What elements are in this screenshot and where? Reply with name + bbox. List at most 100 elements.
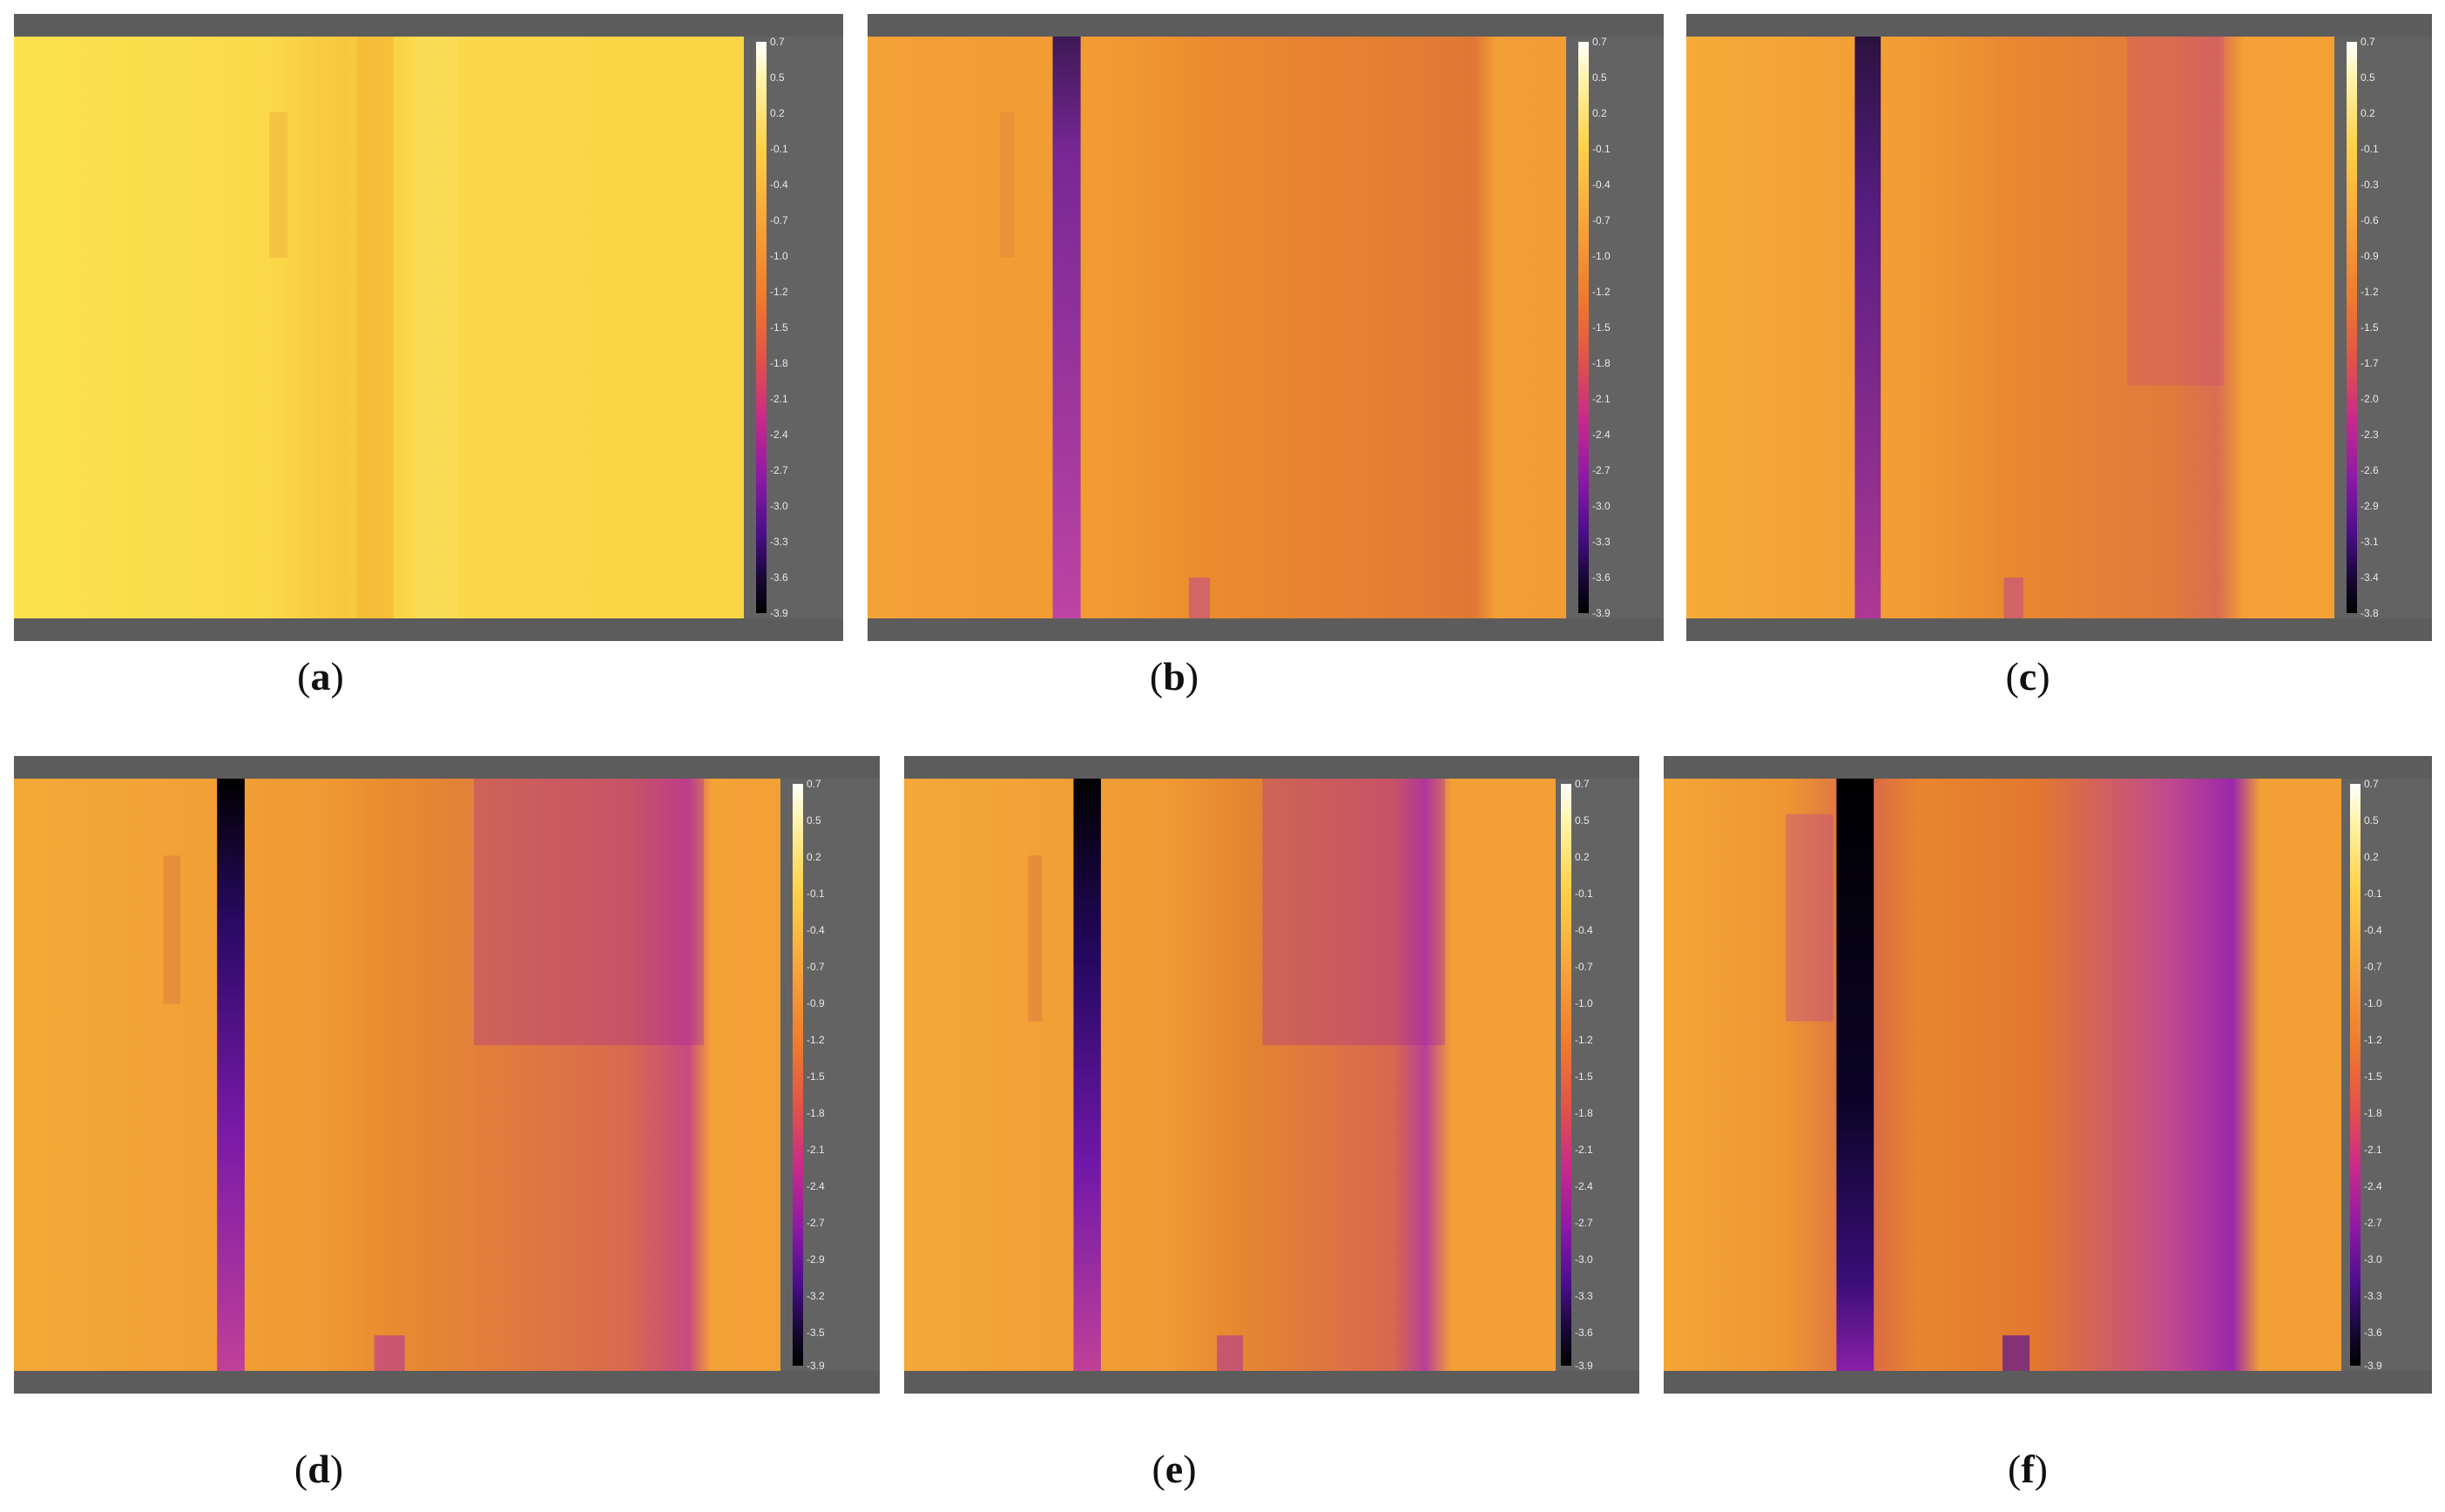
tick: -2.4 <box>1592 429 1611 441</box>
tick: -0.1 <box>770 143 788 155</box>
tick: -2.0 <box>2361 393 2379 405</box>
tick: -2.1 <box>807 1144 825 1156</box>
tick: -3.6 <box>2364 1326 2382 1339</box>
tick: -3.8 <box>2361 607 2379 619</box>
thermal-panel-a: 0.7 0.5 0.2 -0.1 -0.4 -0.7 -1.0 -1.2 -1.… <box>14 14 843 641</box>
tick: -1.5 <box>807 1070 825 1083</box>
tick: -1.5 <box>770 321 788 334</box>
tick: -0.4 <box>770 179 788 191</box>
tick: -0.4 <box>807 924 825 936</box>
colorbar-a <box>756 42 767 613</box>
colorbar-ticks-f: 0.7 0.5 0.2 -0.1 -0.4 -0.7 -1.0 -1.2 -1.… <box>2364 779 2430 1371</box>
thermal-image-a <box>14 37 744 618</box>
thermal-image-c <box>1686 37 2334 618</box>
panel-label-b: (b) <box>1149 654 1199 699</box>
tick: -3.6 <box>1592 571 1611 584</box>
tick: -2.4 <box>807 1180 825 1192</box>
colorbar-ticks-d: 0.7 0.5 0.2 -0.1 -0.4 -0.7 -0.9 -1.2 -1.… <box>807 779 876 1371</box>
tick: -1.8 <box>1592 357 1611 369</box>
panel-label-d: (d) <box>294 1447 344 1491</box>
tick: -1.0 <box>2364 997 2382 1009</box>
tick: -2.7 <box>1575 1217 1593 1229</box>
tick: -2.4 <box>2364 1180 2382 1192</box>
tick: 0.7 <box>1575 778 1590 790</box>
panel-label-c: (c) <box>2005 654 2050 699</box>
tick: 0.2 <box>1592 107 1607 119</box>
tick: -3.2 <box>807 1290 825 1302</box>
tick: -3.3 <box>2364 1290 2382 1302</box>
tick: -2.4 <box>770 429 788 441</box>
tick: -0.7 <box>807 961 825 973</box>
tick: -0.1 <box>2364 888 2382 900</box>
panel-label-a: (a) <box>297 654 344 699</box>
colorbar-ticks-c: 0.7 0.5 0.2 -0.1 -0.3 -0.6 -0.9 -1.2 -1.… <box>2361 37 2430 618</box>
thermal-panel-e: 0.7 0.5 0.2 -0.1 -0.4 -0.7 -1.0 -1.2 -1.… <box>904 756 1639 1394</box>
tick: -1.2 <box>1592 286 1611 298</box>
tick: -3.0 <box>1575 1253 1593 1266</box>
tick: -1.5 <box>1592 321 1611 334</box>
tick: -0.7 <box>1592 214 1611 226</box>
tick: -0.4 <box>1575 924 1593 936</box>
tick: -2.9 <box>807 1253 825 1266</box>
colorbar-b <box>1578 42 1589 613</box>
tick: -1.0 <box>1575 997 1593 1009</box>
thermal-panel-f: 0.7 0.5 0.2 -0.1 -0.4 -0.7 -1.0 -1.2 -1.… <box>1664 756 2432 1394</box>
tick: 0.7 <box>770 36 785 48</box>
tick: -0.4 <box>2364 924 2382 936</box>
tick: -1.8 <box>2364 1107 2382 1119</box>
tick: 0.2 <box>2361 107 2375 119</box>
tick: -3.5 <box>807 1326 825 1339</box>
tick: -3.0 <box>1592 500 1611 512</box>
tick: 0.5 <box>2361 71 2375 84</box>
tick: 0.5 <box>1592 71 1607 84</box>
thermal-image-b <box>868 37 1566 618</box>
colorbar-ticks-e: 0.7 0.5 0.2 -0.1 -0.4 -0.7 -1.0 -1.2 -1.… <box>1575 779 1638 1371</box>
tick: -2.6 <box>2361 464 2379 476</box>
thermal-panel-d: 0.7 0.5 0.2 -0.1 -0.4 -0.7 -0.9 -1.2 -1.… <box>14 756 880 1394</box>
colorbar-e <box>1561 784 1571 1366</box>
tick: -1.5 <box>2361 321 2379 334</box>
tick: -3.6 <box>1575 1326 1593 1339</box>
tick: -0.3 <box>2361 179 2379 191</box>
colorbar-f <box>2350 784 2361 1366</box>
tick: 0.2 <box>2364 851 2379 863</box>
colorbar-ticks-a: 0.7 0.5 0.2 -0.1 -0.4 -0.7 -1.0 -1.2 -1.… <box>770 37 840 618</box>
thermal-image-e <box>904 779 1556 1371</box>
tick: -1.0 <box>770 250 788 262</box>
tick: 0.5 <box>807 814 821 827</box>
tick: -2.3 <box>2361 429 2379 441</box>
tick: -3.9 <box>770 607 788 619</box>
panel-label-f: (f) <box>2008 1447 2048 1491</box>
tick: -1.2 <box>2361 286 2379 298</box>
tick: -1.5 <box>2364 1070 2382 1083</box>
thermal-image-d <box>14 779 780 1371</box>
tick: -2.7 <box>2364 1217 2382 1229</box>
tick: -1.2 <box>807 1034 825 1046</box>
tick: -1.7 <box>2361 357 2379 369</box>
tick: -3.0 <box>2364 1253 2382 1266</box>
tick: 0.7 <box>2361 36 2375 48</box>
tick: -0.1 <box>2361 143 2379 155</box>
tick: -0.9 <box>2361 250 2379 262</box>
tick: 0.7 <box>1592 36 1607 48</box>
tick: -3.3 <box>1592 536 1611 548</box>
tick: 0.2 <box>770 107 785 119</box>
tick: -3.1 <box>2361 536 2379 548</box>
tick: -0.7 <box>770 214 788 226</box>
tick: -3.9 <box>1575 1360 1593 1372</box>
tick: -1.8 <box>1575 1107 1593 1119</box>
thermal-panel-b: 0.7 0.5 0.2 -0.1 -0.4 -0.7 -1.0 -1.2 -1.… <box>868 14 1664 641</box>
thermal-panel-c: 0.7 0.5 0.2 -0.1 -0.3 -0.6 -0.9 -1.2 -1.… <box>1686 14 2432 641</box>
tick: -2.1 <box>1592 393 1611 405</box>
tick: 0.5 <box>2364 814 2379 827</box>
tick: -0.6 <box>2361 214 2379 226</box>
tick: -2.1 <box>770 393 788 405</box>
tick: -2.7 <box>770 464 788 476</box>
colorbar-ticks-b: 0.7 0.5 0.2 -0.1 -0.4 -0.7 -1.0 -1.2 -1.… <box>1592 37 1662 618</box>
tick: -1.5 <box>1575 1070 1593 1083</box>
tick: -3.3 <box>1575 1290 1593 1302</box>
colorbar-c <box>2347 42 2357 613</box>
thermal-image-f <box>1664 779 2341 1371</box>
tick: 0.7 <box>2364 778 2379 790</box>
tick: -3.4 <box>2361 571 2379 584</box>
